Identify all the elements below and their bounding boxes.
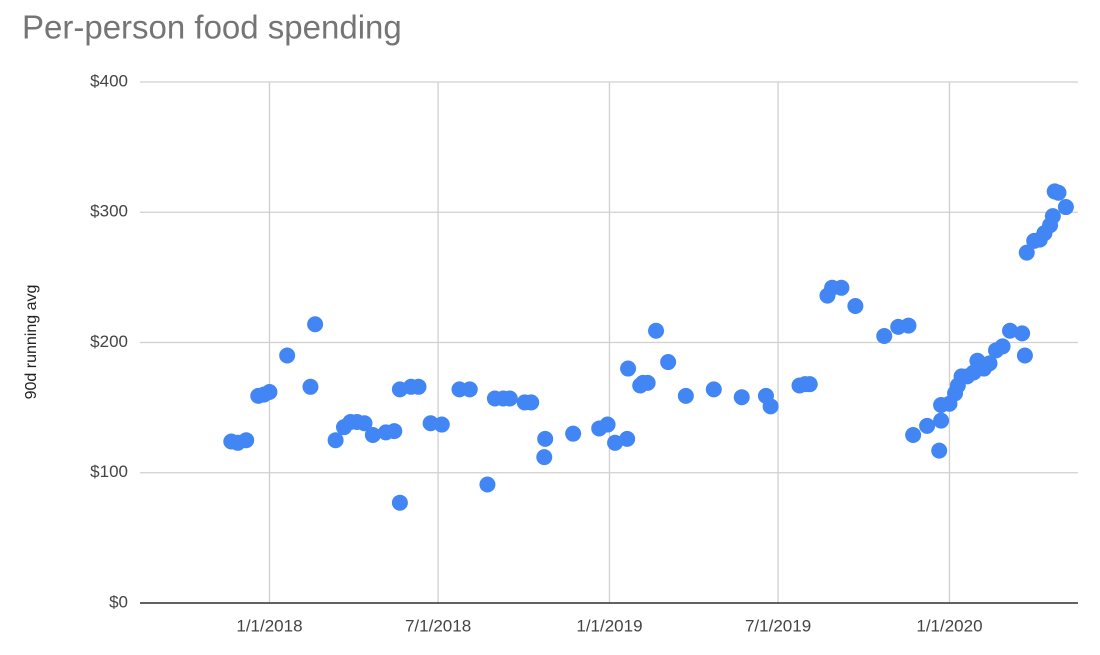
point <box>279 347 296 364</box>
point <box>833 279 850 296</box>
point <box>302 378 319 395</box>
point <box>386 423 403 440</box>
point <box>619 430 636 447</box>
point <box>677 387 694 404</box>
point <box>762 398 779 415</box>
x-tick-label: 1/1/2020 <box>916 616 982 635</box>
point <box>364 426 381 443</box>
x-tick-label: 1/1/2018 <box>236 616 302 635</box>
point <box>523 394 540 411</box>
point <box>327 432 344 449</box>
point <box>537 430 554 447</box>
point <box>620 360 637 377</box>
point <box>479 476 496 493</box>
y-tick-label: $400 <box>90 71 128 90</box>
point <box>356 415 373 432</box>
point <box>501 390 518 407</box>
point <box>801 376 818 393</box>
point <box>391 494 408 511</box>
point <box>933 412 950 429</box>
point <box>565 425 582 442</box>
point <box>607 434 624 451</box>
x-tick-label: 7/1/2018 <box>405 616 471 635</box>
point <box>1044 208 1061 225</box>
point <box>599 416 616 433</box>
x-tick-label: 7/1/2019 <box>745 616 811 635</box>
point <box>433 416 450 433</box>
point <box>981 355 998 372</box>
x-tick-label: 1/1/2019 <box>576 616 642 635</box>
y-axis-label: 90d running avg <box>23 285 40 400</box>
y-tick-label: $200 <box>90 332 128 351</box>
point <box>705 381 722 398</box>
point <box>1016 347 1033 364</box>
point <box>919 417 936 434</box>
point <box>261 383 278 400</box>
point <box>1057 199 1074 216</box>
point <box>876 327 893 344</box>
y-tick-label: $100 <box>90 462 128 481</box>
point <box>1002 322 1019 339</box>
point <box>307 316 324 333</box>
point <box>994 338 1011 355</box>
point <box>900 317 917 334</box>
y-tick-label: $300 <box>90 202 128 221</box>
point <box>639 374 656 391</box>
point <box>1018 244 1035 261</box>
point <box>238 432 255 449</box>
point <box>1014 325 1031 342</box>
point <box>905 426 922 443</box>
y-tick-label: $0 <box>109 592 128 611</box>
chart-title: Per-person food spending <box>22 9 402 46</box>
point <box>461 381 478 398</box>
point <box>847 298 864 315</box>
point <box>733 389 750 406</box>
point <box>536 449 553 466</box>
point <box>660 354 677 371</box>
point <box>1050 184 1067 201</box>
point <box>648 322 665 339</box>
point <box>931 442 948 459</box>
point <box>410 378 427 395</box>
